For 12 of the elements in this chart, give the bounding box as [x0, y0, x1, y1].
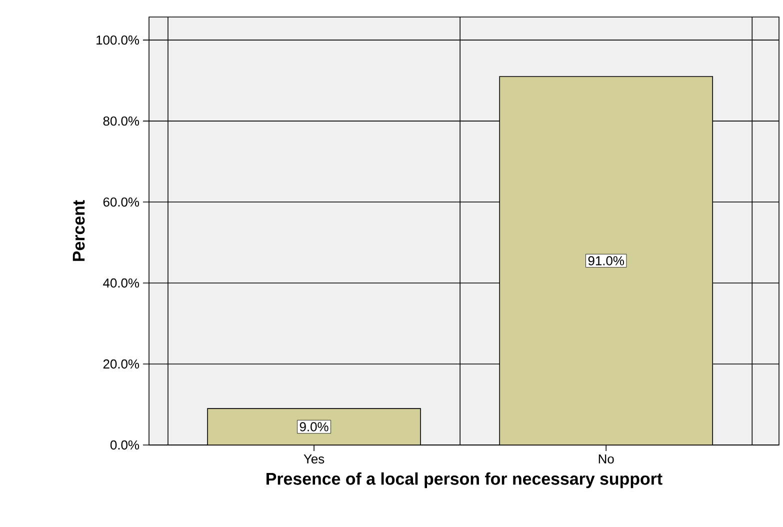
y-tick-label: 40.0% — [103, 278, 140, 288]
y-tick-label: 100.0% — [96, 35, 140, 45]
y-tick-label: 60.0% — [103, 197, 140, 207]
x-axis-title: Presence of a local person for necessary support — [266, 472, 662, 488]
data-label: 91.0% — [588, 256, 624, 266]
y-tick-label: 80.0% — [103, 116, 140, 126]
x-tick-label: No — [598, 454, 614, 464]
data-label: 9.0% — [300, 422, 328, 432]
y-tick-label: 0.0% — [110, 440, 140, 450]
x-tick-label: Yes — [304, 454, 324, 464]
y-tick-label: 20.0% — [103, 359, 140, 369]
y-axis-title: Percent — [72, 200, 85, 261]
